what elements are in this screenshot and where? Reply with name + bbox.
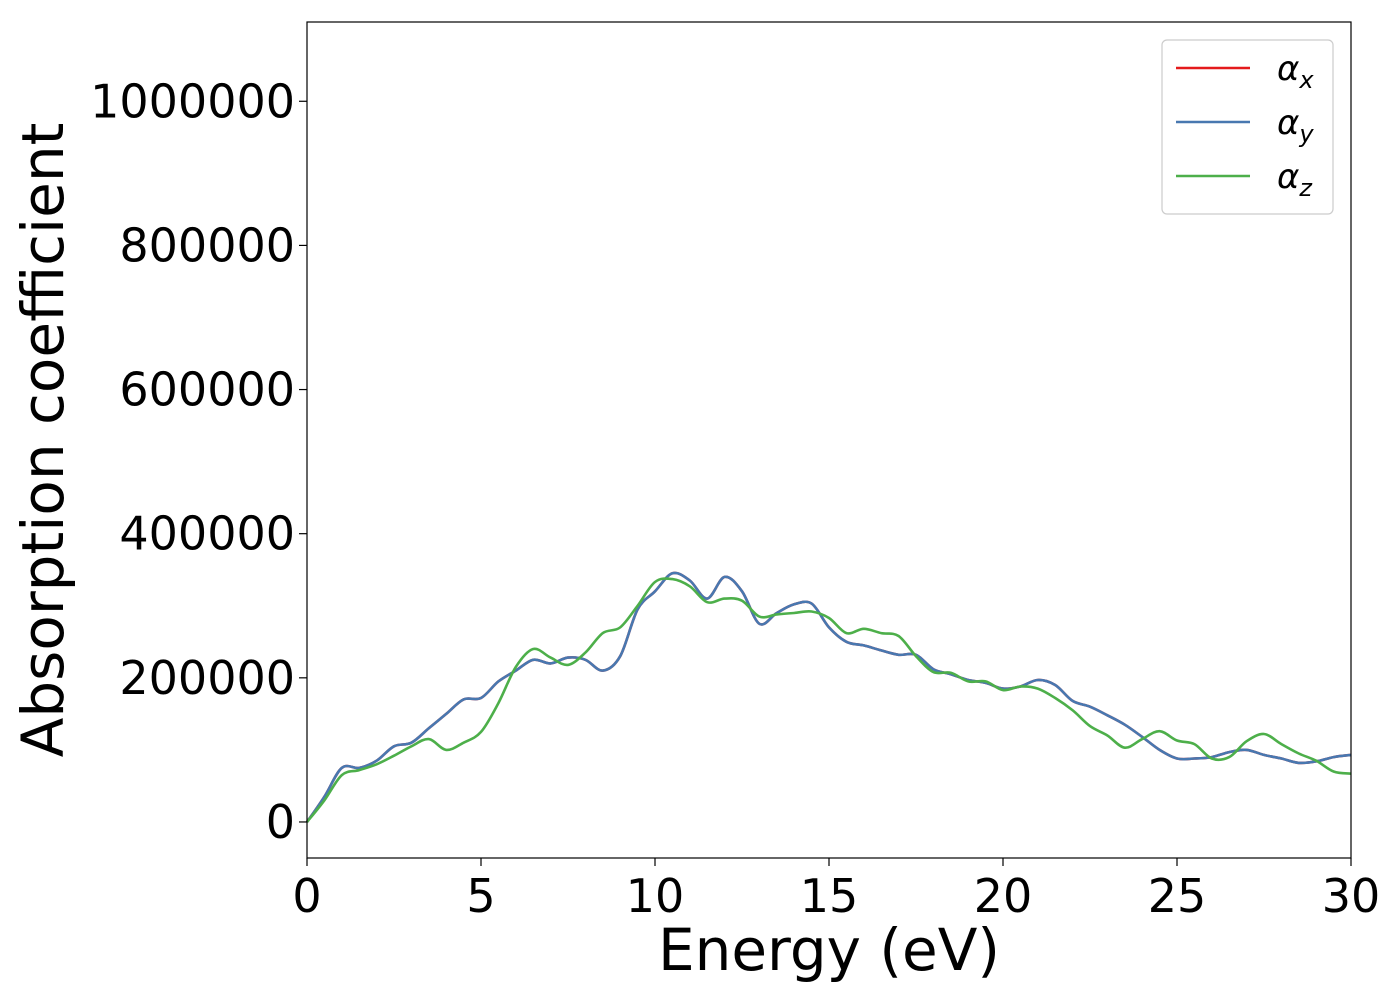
y-tick-label: 0	[266, 795, 295, 849]
legend-frame	[1161, 39, 1334, 215]
y-tick-label: 1000000	[90, 74, 295, 128]
y-tick-label: 400000	[119, 507, 295, 561]
x-tick-label: 20	[974, 869, 1033, 923]
y-axis-ticks: 0 200000 400000 600000 800000 1000000	[90, 74, 307, 849]
x-axis-label: Energy (eV)	[658, 916, 1000, 984]
y-tick-label: 800000	[119, 218, 295, 272]
y-tick-label: 200000	[119, 651, 295, 705]
x-tick-label: 10	[626, 869, 685, 923]
y-tick-label: 600000	[119, 363, 295, 417]
x-tick-label: 5	[466, 869, 495, 923]
x-tick-label: 0	[292, 869, 321, 923]
x-tick-label: 25	[1148, 869, 1207, 923]
y-axis-label: Absorption coefficient	[9, 123, 77, 758]
x-tick-label: 15	[800, 869, 859, 923]
x-axis-ticks: 0 5 10 15 20 25 30	[292, 858, 1380, 923]
series-layer	[305, 571, 1352, 823]
series-line-y	[305, 571, 1352, 823]
series-line-z	[305, 577, 1352, 823]
x-tick-label: 30	[1322, 869, 1381, 923]
